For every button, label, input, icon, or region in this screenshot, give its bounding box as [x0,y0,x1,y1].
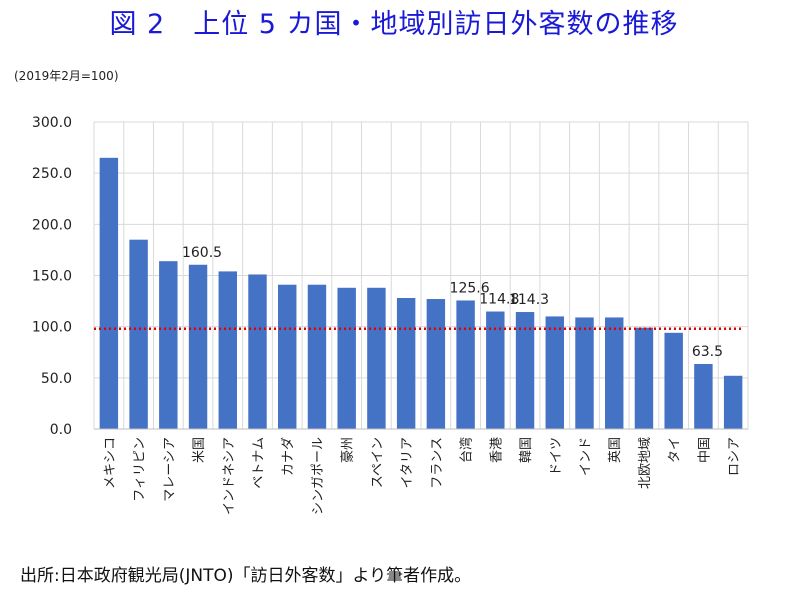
y-tick-label: 250.0 [32,166,72,182]
bar-18 [605,317,624,429]
bar-16 [545,316,564,429]
x-tick-label: スペイン [370,437,385,488]
bar-4 [188,264,208,429]
x-tick-label: 香港 [489,437,504,463]
x-tick-label: フランス [430,437,445,489]
x-tick-label: ベトナム [252,437,267,489]
bar-7 [278,284,297,429]
x-tick-label: 韓国 [519,437,534,463]
unit-label: (2019年2月=100) [14,69,119,83]
bar-6 [248,274,267,429]
data-label: 125.6 [450,280,490,296]
y-tick-label: 300.0 [32,115,72,131]
x-tick-label: 北欧地域 [638,437,653,489]
data-label: 114.3 [509,292,549,308]
bar-3 [159,261,178,429]
bar-14 [486,311,505,429]
x-tick-label: 米国 [192,437,207,463]
bar-12 [426,299,446,429]
x-tick-label: ロシア [727,437,742,476]
data-label: 114.8 [479,292,519,308]
bar-17 [575,317,594,429]
bar-10 [367,287,386,429]
y-tick-label: 0.0 [50,422,72,438]
bar-1 [99,157,119,430]
x-tick-label: イタリア [400,437,415,488]
y-tick-label: 100.0 [32,320,72,336]
chart-title: 図 2 上位 5 カ国・地域別訪日外客数の推移 [109,9,679,40]
y-tick-label: 50.0 [41,371,72,387]
bar-13 [456,300,475,429]
bar-21 [694,364,713,429]
x-tick-label: インド [579,437,594,476]
data-label: 63.5 [692,344,723,360]
x-tick-label: インドネシア [222,437,237,515]
bar-15 [515,312,535,429]
x-tick-label: 豪州 [340,437,356,463]
bar-22 [723,375,743,429]
bar-8 [307,284,327,429]
x-tick-label: メキシコ [103,437,118,489]
y-tick-label: 150.0 [32,269,72,285]
y-tick-label: 200.0 [32,217,72,233]
x-tick-label: シンガポール [311,437,326,515]
x-tick-label: 英国 [608,437,623,463]
bar-5 [218,271,237,429]
x-tick-label: マレーシア [162,437,177,502]
bar-chart: (2019年2月=100) 0.0 50.0 100.0 150.0 200.0 250.0… [14,69,749,515]
bar-20 [664,332,683,429]
bar-11 [396,298,416,429]
x-tick-label: ドイツ [549,437,564,476]
source-note: 出所:日本政府観光局(JNTO)「訪日外客数」より筆者作成。 [20,566,472,586]
x-tick-label: 中国 [697,437,712,463]
x-tick-label: 台湾 [459,437,475,463]
x-tick-label: カナダ [281,437,296,476]
x-tick-label: フィリピン [133,437,148,502]
bar-2 [129,239,148,429]
bar-19 [634,327,654,429]
bar-9 [337,287,356,429]
x-tick-label: タイ [668,437,683,463]
data-label: 160.5 [182,245,222,261]
